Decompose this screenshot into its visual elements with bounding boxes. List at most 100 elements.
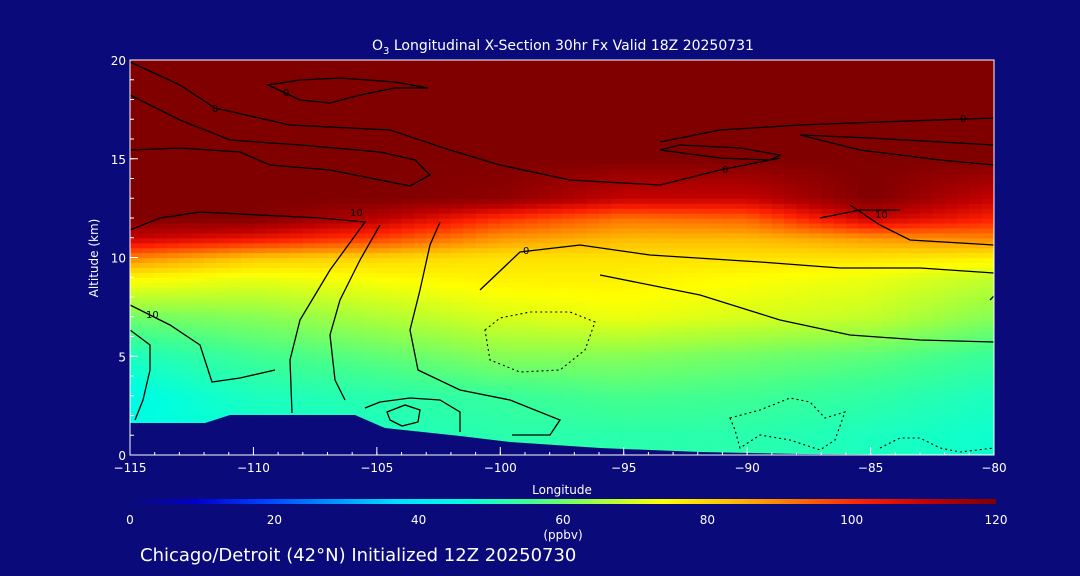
field-cell [833,395,847,402]
field-cell [475,301,489,308]
field-cell [376,208,390,214]
field-cell [932,232,946,239]
field-cell [191,153,205,160]
field-cell [167,331,180,338]
field-cell [500,346,514,352]
field-cell [673,158,687,165]
field-cell [722,227,736,234]
field-cell [821,425,835,431]
field-cell [944,242,958,249]
field-cell [142,129,156,135]
field-cell [870,237,884,244]
field-cell [512,336,526,343]
field-cell [660,173,674,180]
field-cell [339,109,353,115]
field-cell [574,203,588,209]
field-cell [895,326,909,333]
field-cell [648,203,662,209]
field-cell [228,247,242,254]
field-cell [265,356,279,362]
field-cell [981,400,994,407]
field-cell [191,252,205,259]
field-cell [241,272,255,278]
field-cell [191,208,205,214]
field-cell [771,227,785,234]
field-cell [524,153,538,160]
field-cell [636,425,649,431]
field-cell [327,178,341,185]
field-cell [130,395,143,402]
field-cell [710,178,724,185]
field-cell [278,311,292,318]
field-cell [130,129,143,135]
field-cell [426,301,440,308]
field-cell [562,405,575,412]
field-cell [154,213,168,219]
field-cell [586,425,600,431]
field-cell [697,351,711,357]
field-cell [191,227,205,234]
field-cell [241,356,255,362]
field-cell [562,203,575,209]
field-cell [956,425,970,431]
field-cell [981,331,994,338]
field-cell [697,272,711,278]
field-cell [623,227,637,234]
field-cell [463,124,477,130]
field-cell [265,292,279,298]
field-cell [821,326,835,333]
field-cell [450,104,464,110]
field-cell [475,331,489,338]
field-cell [302,410,316,417]
field-cell [191,257,205,264]
field-cell [475,400,489,407]
field-cell [352,356,366,362]
field-cell [562,301,575,308]
field-cell [944,376,958,382]
field-cell [191,143,205,150]
field-cell [623,237,637,244]
field-cell [315,301,329,308]
field-cell [327,158,341,165]
field-cell [771,188,785,194]
field-cell [290,395,304,402]
field-cell [574,114,588,120]
field-cell [771,148,785,155]
field-cell [944,139,958,145]
field-cell [611,297,625,303]
field-cell [154,203,168,209]
field-cell [315,163,329,170]
field-cell [636,213,649,219]
field-cell [426,104,440,110]
field-cell [524,311,538,318]
field-cell [154,198,168,204]
field-cell [130,252,143,259]
field-cell [586,158,600,165]
field-cell [771,430,785,436]
field-cell [808,440,822,446]
field-cell [438,208,452,214]
field-cell [352,104,366,110]
field-cell [623,415,637,422]
field-cell [204,143,217,150]
field-cell [784,292,798,298]
field-cell [808,425,822,431]
field-cell [167,371,180,377]
field-cell [981,272,994,278]
field-cell [660,129,674,135]
field-cell [907,415,921,422]
field-cell [228,371,242,377]
field-cell [179,410,193,417]
field-cell [845,326,859,333]
field-cell [204,336,217,343]
field-cell [376,129,390,135]
field-cell [549,119,563,125]
field-cell [919,227,933,234]
field-cell [969,213,983,219]
field-cell [734,331,748,338]
field-cell [771,203,785,209]
field-cell [562,139,575,145]
field-cell [870,321,884,328]
field-cell [685,390,699,397]
field-cell [562,272,575,278]
